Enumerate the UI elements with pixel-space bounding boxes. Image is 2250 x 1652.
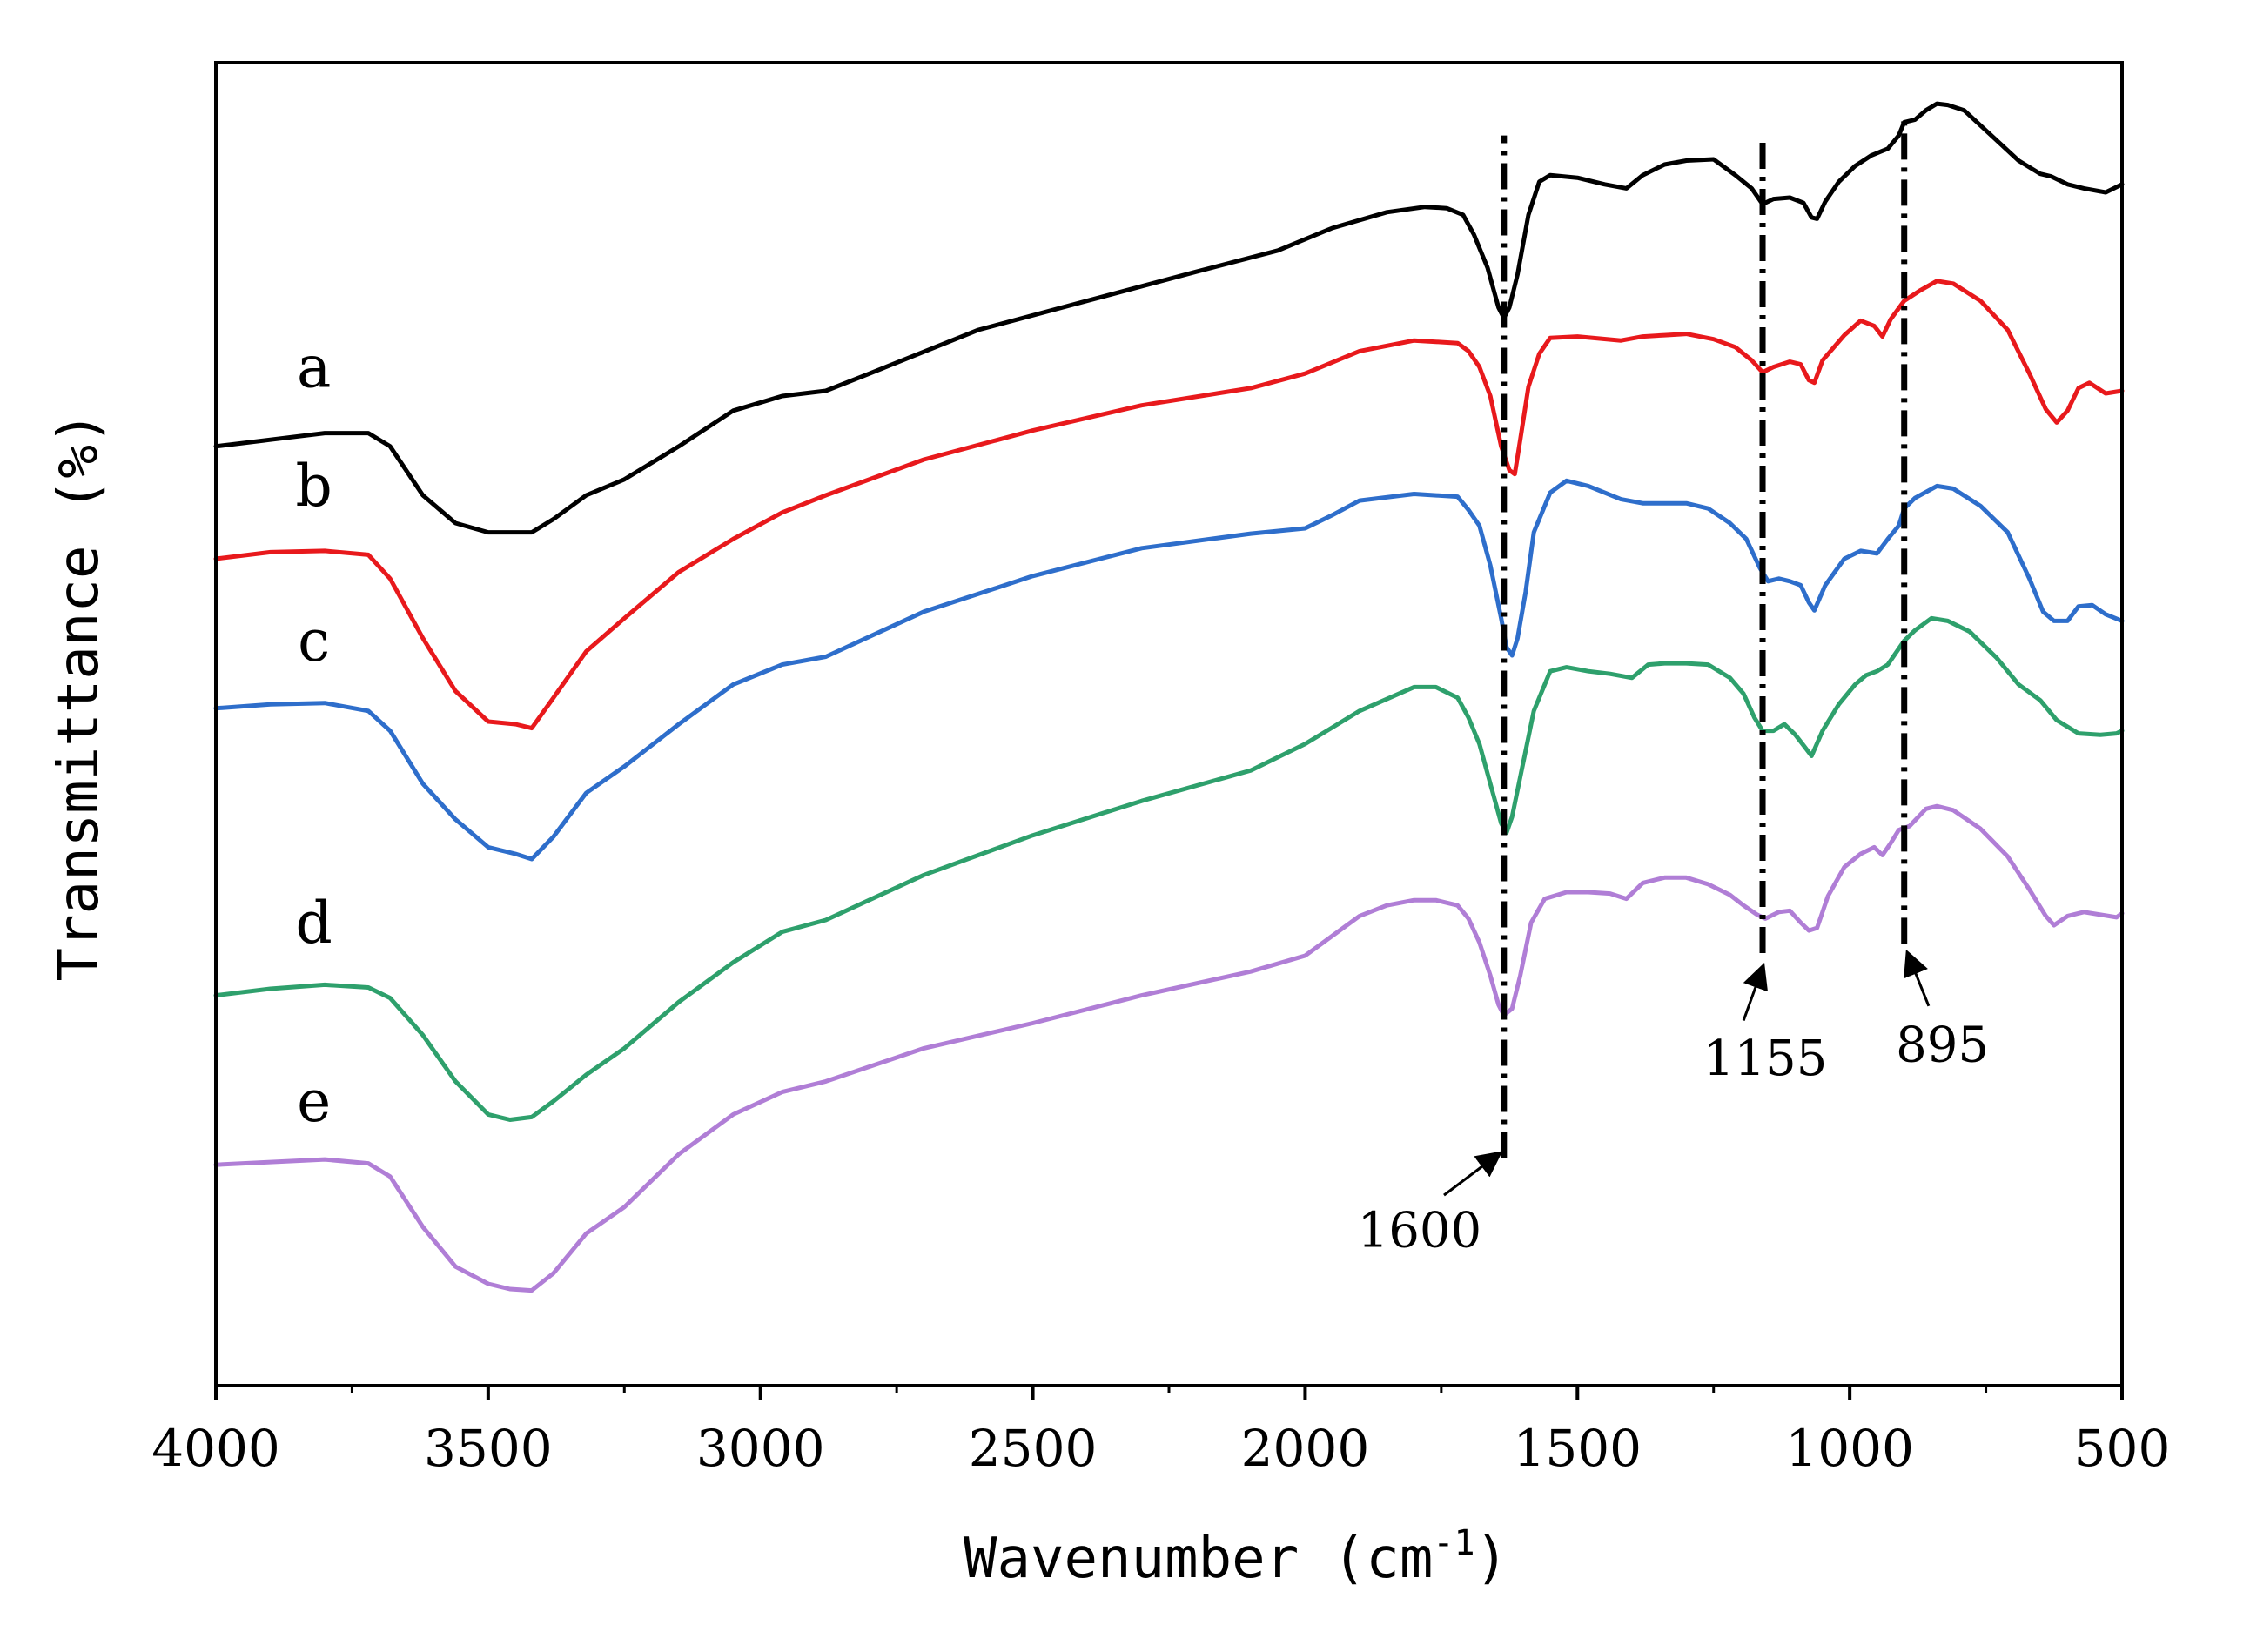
curve-label-b: b [296,453,332,520]
x-tick-label-2000: 2000 [1241,1419,1370,1478]
curve-label-e: e [297,1068,331,1135]
x-axis-label-main: Wavenumber (cm [964,1527,1433,1591]
x-axis-label: Wavenumber (cm-1) [964,1523,1508,1591]
x-tick-label-3000: 3000 [696,1419,825,1478]
x-axis: 4000 3500 3000 2500 2000 1500 1000 500 [151,1386,2170,1478]
x-tick-label-1500: 1500 [1513,1419,1642,1478]
x-tick-label-2500: 2500 [969,1419,1098,1478]
reference-arrow-895 [1904,949,1931,1007]
series-line-c [213,478,2125,862]
x-axis-label-suffix: ) [1475,1527,1509,1591]
reference-label-895: 895 [1896,1017,1989,1074]
reference-arrow-1600 [1443,1151,1503,1197]
y-axis-label: Transmittance (%) [47,411,111,981]
reference-label-1155: 1155 [1703,1031,1828,1087]
series-line-b [213,279,2125,731]
reference-lines: 1600 1155 895 [1358,119,1989,1259]
series-line-d [213,615,2125,1122]
reference-label-1600: 1600 [1358,1202,1482,1259]
x-tick-label-4000: 4000 [151,1419,280,1478]
x-axis-label-exponent: -1 [1433,1523,1474,1563]
reference-arrow-1155 [1742,963,1769,1021]
curve-label-c: c [298,608,330,675]
x-tick-label-1000: 1000 [1785,1419,1914,1478]
x-tick-label-500: 500 [2074,1419,2171,1478]
curve-labels: ab c d e [296,333,332,1135]
curve-label-a: a [297,333,331,400]
series-layer [213,101,2125,1293]
x-tick-label-3500: 3500 [424,1419,553,1478]
curve-label-d: d [296,890,332,957]
series-line-e [213,803,2125,1293]
series-line-a [213,101,2125,535]
